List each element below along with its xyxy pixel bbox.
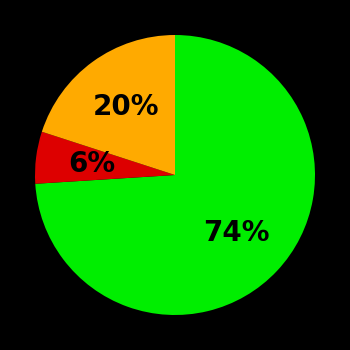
Text: 20%: 20%	[92, 93, 159, 121]
Wedge shape	[35, 132, 175, 184]
Text: 74%: 74%	[203, 218, 270, 246]
Text: 6%: 6%	[68, 150, 115, 178]
Wedge shape	[35, 35, 315, 315]
Wedge shape	[42, 35, 175, 175]
